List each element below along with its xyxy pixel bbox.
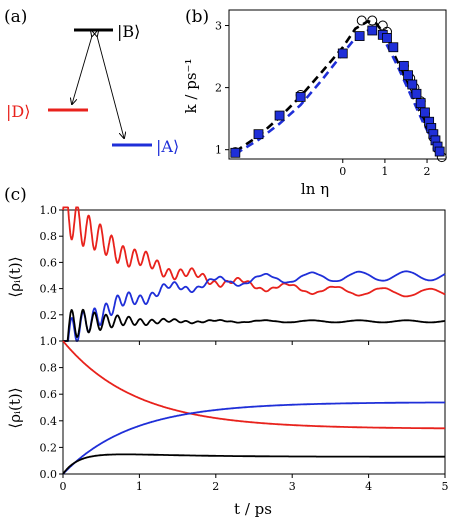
panel-c-bottom-xtick-label: 3 xyxy=(289,480,296,493)
panel-b-square-point xyxy=(415,98,426,109)
panel-b-square-point xyxy=(367,25,378,36)
panel-b-ytick-label: 3 xyxy=(215,20,222,33)
panel-b-square-point xyxy=(420,107,430,118)
panel-b-square-point xyxy=(253,129,264,140)
panel-c-bottom-ytick-label: 0.2 xyxy=(40,441,58,454)
panel-c-top-series-line-2 xyxy=(63,308,446,342)
panel-c-bottom-series-line-2 xyxy=(62,453,445,475)
panel-b-square-point xyxy=(295,92,306,102)
panel-c-bottom-ytick-label: 0.6 xyxy=(40,388,58,401)
panel-b-label: (b) xyxy=(185,7,209,27)
panel-b-square-point xyxy=(388,42,399,53)
panel-c-top-ylabel: ⟨ρᵢ(t)⟩ xyxy=(6,256,24,297)
panel-c-bottom-series-line-1 xyxy=(62,401,445,475)
panel-b-ytick-label: 1 xyxy=(215,144,222,157)
panel-b-circle-point xyxy=(377,20,388,31)
panel-b-square-point xyxy=(434,146,445,157)
transition-arrow-b-a xyxy=(97,36,124,138)
panel-c-bottom-xtick-label: 5 xyxy=(442,480,449,493)
panel-c-top-ytick-label: 1.0 xyxy=(40,204,58,217)
panel-b-series-line-1 xyxy=(234,29,441,157)
panel-c-bottom-xtick-label: 0 xyxy=(60,480,67,493)
panel-b-square-point xyxy=(382,33,392,43)
panel-c-top-ytick-label: 0.2 xyxy=(40,309,58,322)
panel-b-square-point xyxy=(398,60,409,71)
panel-c-bottom-ytick-label: 0.0 xyxy=(40,468,58,481)
panel-c-bottom-series-line-0 xyxy=(62,340,445,430)
panel-c-bottom-ytick-label: 0.8 xyxy=(40,362,58,375)
panel-b-square-point xyxy=(403,70,413,81)
panel-c-bottom-chart: 0.0 0.2 0.4 0.6 0.8 1.0 0 1 2 3 4 5 xyxy=(40,335,449,493)
panel-c-top-series-line-0 xyxy=(62,206,446,298)
panel-c-bottom-xtick-label: 1 xyxy=(136,480,143,493)
panel-c-top-ytick-label: 0.8 xyxy=(40,230,58,243)
panel-b-circle-point xyxy=(356,15,367,26)
panel-b-xtick-label: 1 xyxy=(381,165,388,178)
panel-b-ylabel: k / ps⁻¹ xyxy=(182,59,200,114)
panel-b-square-point xyxy=(230,147,241,158)
panel-c-bottom-xtick-label: 4 xyxy=(365,480,372,493)
panel-c-bottom-xtick-label: 2 xyxy=(212,480,219,493)
panel-c-bottom-frame xyxy=(62,340,446,475)
panel-b-square-point xyxy=(411,88,422,99)
panel-b-square-point xyxy=(337,48,348,59)
panel-b-square-point xyxy=(354,31,365,41)
level-a-label: |A⟩ xyxy=(156,137,179,156)
panel-c-top-series-line-1 xyxy=(63,270,446,342)
panel-c-bottom-ylabel: ⟨ρᵢ(t)⟩ xyxy=(6,387,24,428)
level-b-label: |B⟩ xyxy=(117,22,140,41)
panel-b-frame xyxy=(228,9,447,160)
panel-b-ytick-label: 2 xyxy=(215,82,222,95)
panel-c-top-chart: 0.2 0.4 0.6 0.8 1.0 xyxy=(40,204,446,345)
panel-b-square-point xyxy=(407,79,418,90)
level-d-label: |D⟩ xyxy=(6,102,30,121)
panel-a-label: (a) xyxy=(4,7,27,27)
panel-b-xtick-label: 0 xyxy=(339,165,346,178)
panel-c-xlabel: t / ps xyxy=(234,500,272,518)
panel-b-square-point xyxy=(274,110,285,121)
panel-b-chart: 0 1 2 1 2 3 xyxy=(215,9,447,178)
panel-b-xtick-label: 2 xyxy=(424,165,431,178)
panel-c-top-ytick-label: 0.4 xyxy=(40,283,58,296)
panel-c-label: (c) xyxy=(4,185,27,205)
panel-c-bottom-ytick-label: 0.4 xyxy=(40,415,58,428)
panel-b-circle-point xyxy=(367,15,378,26)
transition-arrow-b-d xyxy=(72,36,92,104)
panel-b-xlabel: ln η xyxy=(301,180,329,198)
panel-c-bottom-ytick-label: 1.0 xyxy=(40,335,58,348)
panel-c-top-ytick-label: 0.6 xyxy=(40,256,58,269)
